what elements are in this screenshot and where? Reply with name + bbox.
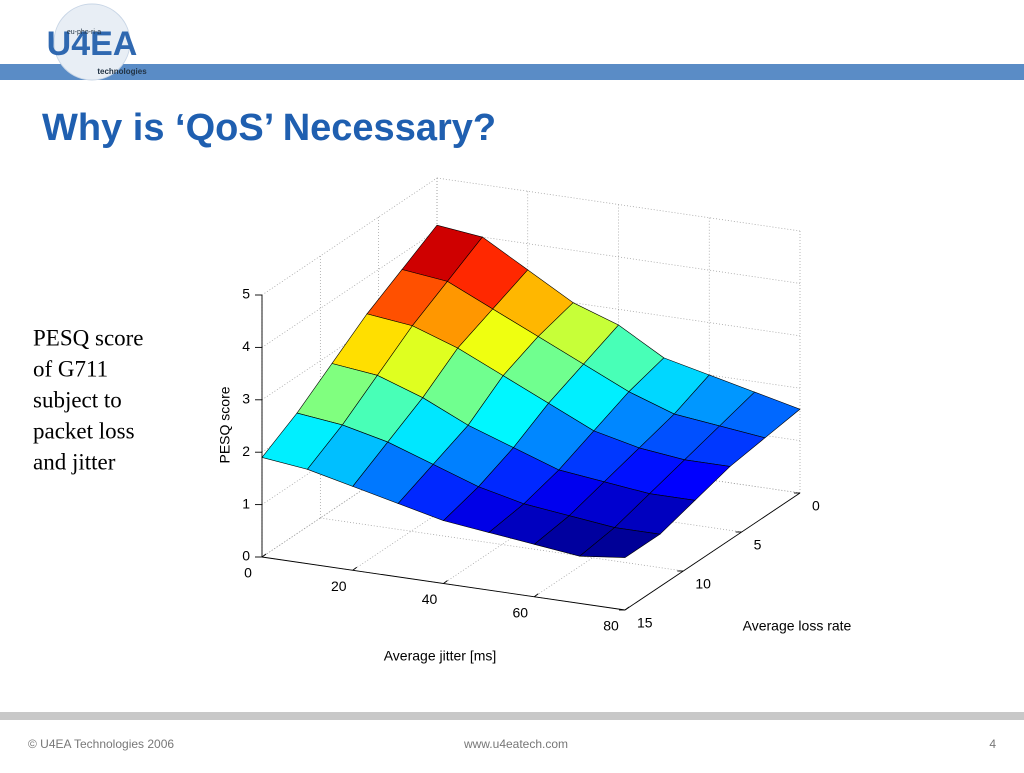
x-tick (624, 606, 630, 611)
grid-line (261, 230, 438, 348)
chart: 0 20 40 60 80 0 5 10 15 0 1 2 3 4 5 Average jitter [ms]… (217, 177, 852, 664)
grid-line (261, 439, 438, 558)
side-line: subject to (33, 387, 122, 412)
x-tick-label: 80 (603, 618, 619, 634)
x-axis-label: Average jitter [ms] (384, 648, 497, 664)
header-bar (0, 64, 1024, 80)
y-tick-label: 15 (637, 615, 653, 631)
surface-patch (578, 527, 661, 558)
z-tick-label: 1 (242, 495, 250, 511)
logo-globe (53, 3, 131, 81)
x-tick-label: 0 (244, 565, 252, 581)
y-tick-label: 10 (695, 576, 711, 592)
x-tick-label: 20 (331, 578, 347, 594)
y-axis-label: Average loss rate (743, 618, 852, 634)
side-line: of G711 (33, 356, 108, 381)
x-tick (352, 566, 358, 571)
logo-name: U4EA (47, 25, 138, 63)
slide-title: Why is ‘QoS’ Necessary? (42, 107, 496, 149)
x-tick-label: 60 (512, 604, 528, 620)
side-line: packet loss (33, 418, 135, 443)
z-axis-label: PESQ score (217, 386, 233, 463)
logo-tagline: eu-pho-ri-a (67, 29, 101, 36)
z-tick-label: 0 (242, 548, 250, 564)
footer-right: 4 (989, 737, 996, 751)
grid-line (436, 177, 801, 232)
z-tick-label: 4 (242, 338, 250, 354)
footer-left: © U4EA Technologies 2006 (28, 737, 174, 751)
x-tick (443, 580, 448, 584)
y-axis (624, 492, 801, 611)
footer-center: www.u4eatech.com (463, 737, 568, 751)
x-tick (261, 553, 267, 558)
grid-line (436, 282, 801, 337)
z-tick-label: 5 (242, 286, 250, 302)
grid-line (436, 230, 801, 284)
z-tick-label: 3 (242, 391, 250, 407)
y-tick-label: 0 (812, 498, 820, 514)
x-tick-label: 40 (422, 591, 438, 607)
x-tick (533, 593, 539, 598)
z-tick-label: 2 (242, 443, 250, 459)
grid-line (261, 177, 438, 296)
footer-bar (0, 712, 1024, 720)
side-text: PESQ score of G711 subject to packet loss an… (33, 325, 144, 474)
side-line: PESQ score (33, 325, 144, 350)
side-line: and jitter (33, 449, 116, 474)
y-tick-label: 5 (754, 537, 762, 553)
grid-line (320, 517, 684, 572)
logo-sub: technologies (97, 67, 147, 76)
